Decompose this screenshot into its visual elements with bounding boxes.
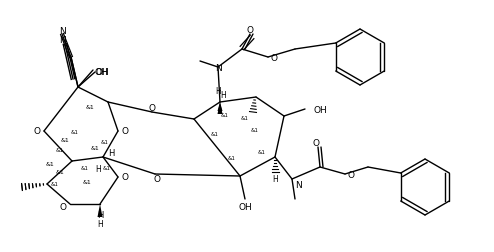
Text: O: O <box>149 103 156 112</box>
Text: &1: &1 <box>85 104 94 109</box>
Text: H: H <box>95 165 101 174</box>
Text: &1: &1 <box>82 179 91 184</box>
Text: &1: &1 <box>61 137 69 142</box>
Text: &1: &1 <box>45 162 54 167</box>
Polygon shape <box>97 204 102 217</box>
Text: &1: &1 <box>228 155 236 160</box>
Text: &1: &1 <box>251 127 259 132</box>
Text: &1: &1 <box>103 165 111 170</box>
Text: O: O <box>122 173 128 182</box>
Text: H: H <box>215 86 221 95</box>
Text: H: H <box>97 220 103 229</box>
Text: O: O <box>122 127 128 136</box>
Text: &1: &1 <box>51 182 59 187</box>
Text: &1: &1 <box>101 140 109 145</box>
Text: &1: &1 <box>211 132 219 137</box>
Text: O: O <box>34 127 41 136</box>
Text: N: N <box>214 63 221 72</box>
Text: &1: &1 <box>90 145 99 150</box>
Text: &1: &1 <box>56 147 64 152</box>
Polygon shape <box>217 103 222 112</box>
Text: OH: OH <box>313 105 327 114</box>
Text: OH: OH <box>95 67 109 76</box>
Text: O: O <box>59 202 67 211</box>
Text: &1: &1 <box>71 130 79 135</box>
Text: &1: &1 <box>56 169 64 174</box>
Text: H: H <box>220 90 226 99</box>
Polygon shape <box>217 103 222 115</box>
Text: &1: &1 <box>241 115 249 120</box>
Text: O: O <box>154 175 161 184</box>
Text: O: O <box>313 138 320 147</box>
Text: O: O <box>247 25 253 34</box>
Text: N: N <box>59 35 65 44</box>
Text: H: H <box>272 175 278 184</box>
Text: N: N <box>294 180 301 189</box>
Text: &1: &1 <box>81 165 89 170</box>
Text: &1: &1 <box>221 112 229 117</box>
Text: N: N <box>59 26 65 35</box>
Text: H: H <box>108 148 114 157</box>
Text: O: O <box>271 53 278 62</box>
Text: O: O <box>347 170 355 179</box>
Text: H: H <box>97 210 103 219</box>
Text: OH: OH <box>94 67 108 76</box>
Text: OH: OH <box>238 203 252 212</box>
Text: &1: &1 <box>258 150 266 155</box>
